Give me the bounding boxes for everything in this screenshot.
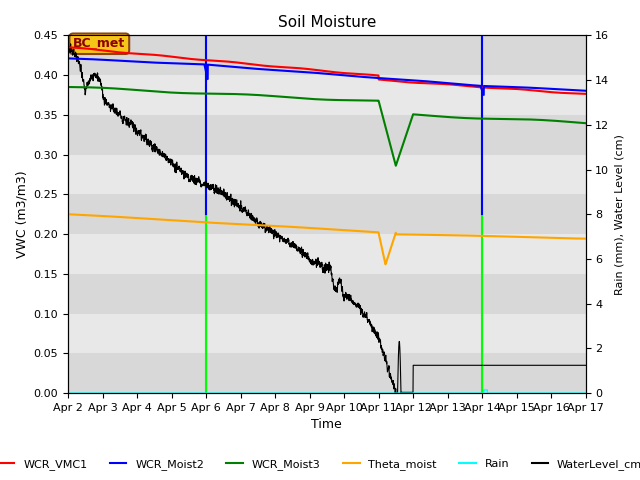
Theta_moist [582, 236, 589, 241]
WCR_Moist3 [158, 89, 166, 95]
Rain [64, 390, 72, 396]
WCR_VMC1 [401, 79, 408, 85]
WaterLevel_cm [490, 362, 498, 368]
Line: Theta_moist: Theta_moist [68, 214, 586, 264]
Bar [68, 155, 586, 194]
Legend: WCR_VMC1, WCR_Moist2, WCR_Moist3, Theta_moist, Rain, WaterLevel_cm: WCR_VMC1, WCR_Moist2, WCR_Moist3, Theta_… [0, 455, 640, 474]
Theta_moist [158, 217, 166, 223]
WCR_Moist2 [374, 75, 382, 81]
Line: WaterLevel_cm: WaterLevel_cm [68, 44, 586, 393]
WaterLevel_cm [67, 41, 74, 47]
Line: Rain: Rain [68, 390, 586, 393]
Bar [68, 313, 586, 353]
WCR_Moist2 [262, 67, 269, 72]
WCR_VMC1 [262, 63, 269, 69]
WaterLevel_cm [64, 44, 72, 49]
Y-axis label: VWC (m3/m3): VWC (m3/m3) [15, 170, 28, 258]
Rain [262, 390, 269, 396]
X-axis label: Time: Time [312, 419, 342, 432]
WCR_Moist3 [582, 120, 589, 126]
WaterLevel_cm [262, 227, 269, 233]
WCR_Moist3 [401, 136, 408, 142]
WCR_VMC1 [374, 72, 382, 78]
WaterLevel_cm [374, 334, 382, 339]
Theta_moist [262, 223, 269, 228]
Rain [401, 390, 408, 396]
Line: WCR_Moist3: WCR_Moist3 [68, 87, 586, 166]
WCR_VMC1 [64, 44, 72, 50]
Title: Soil Moisture: Soil Moisture [278, 15, 376, 30]
Bar [68, 36, 586, 75]
Text: BC_met: BC_met [73, 37, 125, 50]
Theta_moist [401, 232, 408, 238]
Y-axis label: Rain (mm), Water Level (cm): Rain (mm), Water Level (cm) [615, 134, 625, 295]
WaterLevel_cm [391, 390, 399, 396]
WCR_Moist2 [401, 77, 408, 83]
WCR_VMC1 [451, 82, 458, 88]
WCR_Moist2 [64, 56, 72, 61]
WCR_Moist3 [64, 84, 72, 90]
Bar [68, 194, 586, 234]
WCR_VMC1 [582, 91, 589, 96]
Theta_moist [64, 211, 72, 217]
Bar [68, 274, 586, 313]
WCR_Moist3 [392, 163, 399, 168]
WaterLevel_cm [401, 389, 409, 395]
Line: WCR_Moist2: WCR_Moist2 [68, 59, 586, 95]
WCR_Moist2 [451, 81, 458, 86]
Rain [158, 390, 166, 396]
Theta_moist [381, 262, 389, 267]
WaterLevel_cm [158, 151, 166, 157]
Bar [68, 75, 586, 115]
Rain [582, 390, 589, 396]
Theta_moist [490, 233, 497, 239]
WaterLevel_cm [582, 362, 589, 368]
WaterLevel_cm [451, 362, 458, 368]
Theta_moist [374, 229, 382, 235]
Rain [374, 390, 382, 396]
WCR_Moist2 [490, 84, 497, 89]
Rain [451, 390, 458, 396]
WCR_Moist2 [158, 60, 166, 66]
WCR_Moist3 [374, 98, 382, 104]
WCR_Moist3 [262, 93, 269, 98]
Rain [480, 387, 488, 393]
WCR_Moist3 [451, 115, 458, 120]
Bar [68, 353, 586, 393]
WCR_Moist2 [480, 92, 488, 98]
Bar [68, 115, 586, 155]
Bar [68, 234, 586, 274]
WCR_Moist2 [582, 88, 589, 94]
WCR_VMC1 [158, 53, 166, 59]
WCR_VMC1 [490, 85, 497, 91]
Theta_moist [451, 232, 458, 238]
WCR_Moist3 [490, 116, 497, 122]
Line: WCR_VMC1: WCR_VMC1 [68, 47, 586, 94]
Rain [490, 390, 497, 396]
